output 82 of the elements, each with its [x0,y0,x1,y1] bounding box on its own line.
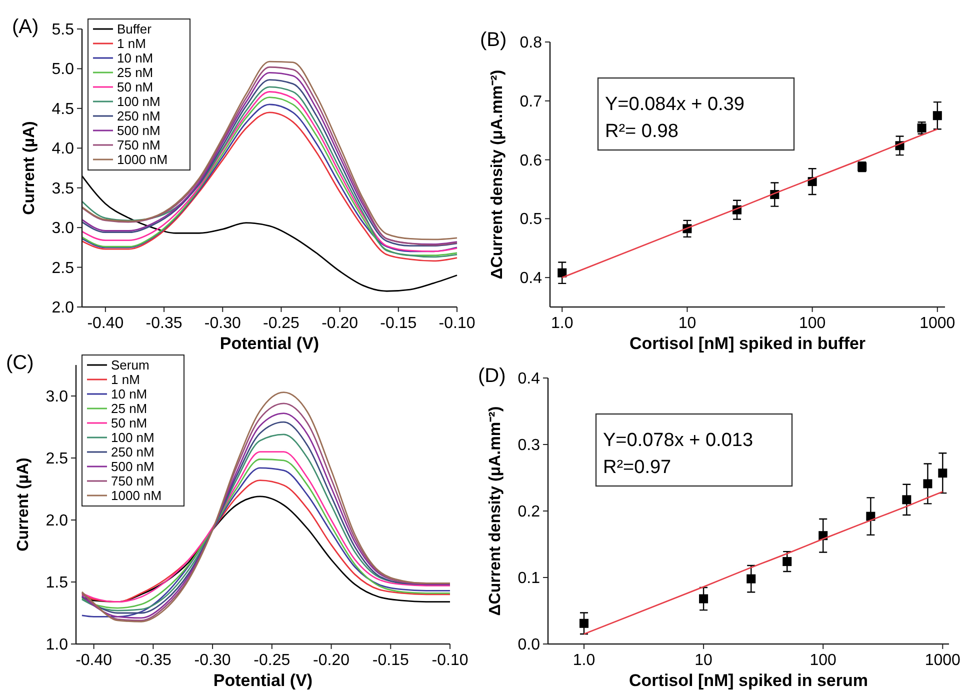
legend-label: 750 nM [117,138,160,152]
annotation: Y=0.078x + 0.013 [603,430,754,451]
legend-label: 500 nM [117,123,160,138]
legend-label: 1 nM [117,36,146,51]
x-tick-label: -0.25 [262,315,300,332]
x-tick-label: 100 [798,315,826,332]
y-tick-label: 0.0 [518,636,540,654]
x-tick-label: -0.40 [87,315,124,332]
y-tick-label: 0.5 [520,211,542,228]
x-tick-label: -0.35 [146,315,182,332]
y-tick-label: 4.5 [52,100,74,118]
y-axis-title: Current (µA) [15,458,32,552]
x-axis-title: Potential (V) [220,334,320,353]
legend-label: 100 nM [117,94,160,109]
chart-title: (D) [478,365,506,387]
x-tick-label: -0.35 [134,652,172,669]
legend-label: 10 nM [111,386,148,402]
x-axis-title: Potential (V) [213,671,313,690]
y-tick-label: 2.5 [46,450,68,468]
y-tick-label: 1.0 [46,636,68,654]
y-tick-label: 0.4 [518,370,540,388]
y-tick-label: 2.0 [46,512,68,530]
y-tick-label: 2.5 [52,260,74,277]
legend-label: Serum [111,358,150,372]
y-tick-label: 0.7 [520,93,542,110]
legend-label: Buffer [117,22,152,36]
legend-label: 25 nM [117,65,154,80]
legend-label: 50 nM [111,416,148,430]
x-tick-label: -0.20 [322,315,358,332]
y-tick-label: 5.0 [52,61,74,78]
legend-label: 50 nM [117,80,154,94]
legend-label: 25 nM [111,401,148,416]
x-tick-label: -0.25 [254,652,290,669]
y-tick-label: 0.3 [518,437,540,454]
x-axis-title: Cortisol [nM] spiked in buffer [629,334,866,353]
x-tick-label: -0.20 [313,652,350,669]
y-axis-title: ΔCurrent density (μA.mm⁻²) [487,406,504,616]
y-tick-label: 0.8 [520,34,542,52]
y-tick-label: 3.0 [46,388,68,406]
y-tick-label: 4.0 [52,140,74,158]
y-tick-label: 1.5 [46,574,68,592]
y-tick-label: 5.5 [52,22,74,38]
legend-label: 1000 nM [117,152,168,167]
x-tick-label: 1000 [920,315,956,332]
x-tick-label: -0.10 [438,315,476,332]
x-tick-label: 1.0 [551,315,574,332]
chart-title: (C) [6,352,34,374]
x-tick-label: 10 [694,652,713,669]
chart-title: (A) [12,16,39,38]
x-tick-label: -0.15 [380,315,417,332]
y-tick-label: 0.4 [520,270,542,288]
y-tick-label: 2.0 [52,300,74,316]
x-tick-label: 1000 [924,652,961,669]
legend-label: 100 nM [111,430,154,445]
legend-label: 10 nM [117,50,154,66]
legend-label: 500 nM [111,459,154,474]
chart-title: (B) [480,29,507,51]
annotation: Y=0.084x + 0.39 [605,94,744,115]
y-tick-label: 3.0 [52,220,74,238]
legend-label: 250 nM [111,444,154,460]
x-tick-label: 10 [678,315,696,332]
legend-label: 250 nM [117,108,160,124]
y-axis-title: ΔCurrent density (μA.mm⁻²) [489,70,506,280]
x-tick-label: 1.0 [572,652,596,669]
y-tick-label: 3.5 [52,180,74,198]
y-tick-label: 0.2 [518,504,540,520]
x-tick-label: -0.30 [194,652,231,669]
x-tick-label: -0.30 [204,315,241,332]
x-tick-label: -0.40 [76,652,112,669]
x-tick-label: 100 [810,652,837,669]
legend-label: 1000 nM [111,488,162,503]
legend-label: 1 nM [111,372,140,387]
line-series [81,175,458,292]
y-tick-label: 0.6 [520,152,542,170]
x-axis-title: Cortisol [nM] spiked in serum [629,671,868,690]
x-tick-label: -0.10 [432,652,468,669]
annotation: R²=0.97 [603,457,672,478]
x-tick-label: -0.15 [372,652,409,669]
annotation: R²= 0.98 [605,121,678,142]
y-axis-title: Current (µA) [21,121,38,215]
y-tick-label: 0.1 [518,570,540,587]
legend-label: 750 nM [111,474,154,488]
